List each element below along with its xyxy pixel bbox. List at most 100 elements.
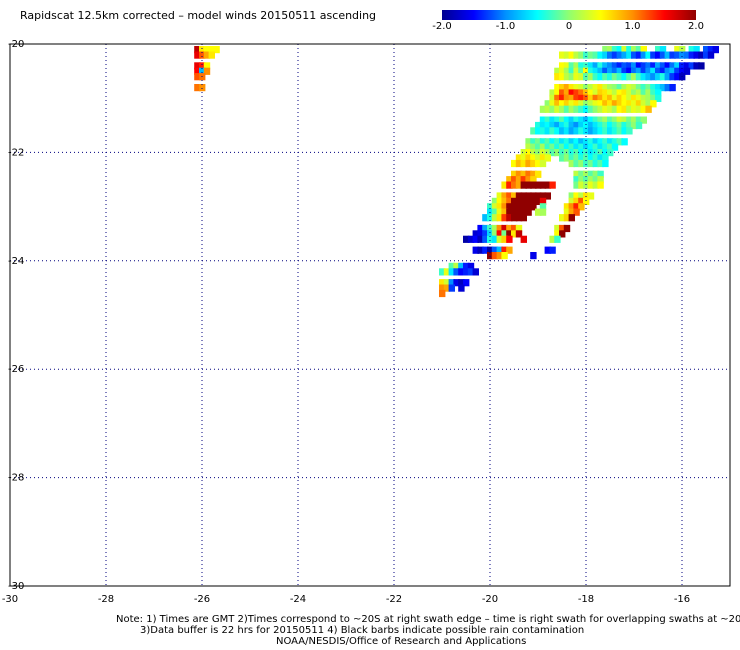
heat-cell	[578, 51, 585, 59]
heat-cell	[597, 100, 604, 108]
heat-cell	[583, 67, 590, 75]
heat-cell	[573, 149, 580, 157]
heat-cell	[525, 170, 532, 178]
heat-cell	[520, 192, 527, 200]
heat-cell	[194, 84, 201, 92]
y-tick-label: -30	[8, 581, 24, 592]
heat-cell	[698, 62, 705, 70]
heat-cell	[597, 84, 604, 92]
heat-cell	[549, 105, 556, 113]
heat-cell	[530, 149, 537, 157]
heat-cell	[525, 143, 532, 151]
heat-cell	[559, 67, 566, 75]
heat-cell	[443, 268, 451, 276]
heat-cell	[597, 62, 604, 70]
heat-cell	[554, 127, 561, 135]
heat-cell	[655, 46, 662, 54]
heat-cell	[477, 235, 484, 243]
heat-cell	[544, 154, 551, 162]
heat-cell	[539, 116, 547, 124]
colorbar-tick-label: -2.0	[432, 21, 452, 32]
heat-cell	[587, 89, 595, 97]
heat-cell	[525, 176, 532, 184]
heat-cell	[655, 84, 662, 92]
heat-cell	[635, 51, 643, 59]
heat-cell	[602, 94, 609, 102]
heat-cell	[530, 159, 537, 168]
heat-cell	[194, 67, 201, 75]
heat-cell	[501, 230, 508, 238]
heat-cell	[559, 62, 566, 70]
heat-cell	[592, 138, 599, 146]
heat-cell	[602, 116, 609, 124]
heat-cell	[587, 181, 595, 189]
heat-cell	[607, 116, 614, 124]
heat-cell	[597, 159, 604, 168]
heat-cell	[515, 197, 523, 205]
heat-cell	[607, 100, 614, 108]
heat-cell	[573, 94, 580, 102]
heat-cell	[597, 51, 604, 59]
heat-cell	[688, 51, 695, 59]
heat-cell	[554, 94, 561, 102]
heat-cell	[602, 46, 609, 54]
heat-cell	[573, 73, 580, 81]
heat-cell	[554, 143, 561, 151]
heat-cell	[573, 197, 580, 205]
heat-cell	[655, 94, 662, 102]
heat-cell	[611, 105, 619, 113]
heat-cell	[515, 208, 523, 216]
heat-cell	[611, 46, 619, 54]
heat-cell	[578, 116, 585, 124]
heat-cell	[597, 154, 604, 162]
heat-cell	[640, 89, 647, 97]
heat-cell	[592, 84, 599, 92]
heat-cell	[578, 89, 585, 97]
heat-cell	[559, 214, 566, 222]
heat-cell	[611, 62, 619, 70]
heat-cell	[563, 51, 571, 59]
heat-cell	[592, 149, 599, 157]
heat-cell	[520, 154, 527, 162]
heat-cell	[501, 224, 508, 233]
heat-cell	[583, 197, 590, 205]
heat-cell	[607, 89, 614, 97]
heat-cell	[635, 121, 643, 130]
heat-cell	[535, 181, 542, 189]
heat-cell	[635, 105, 643, 113]
heat-cell	[578, 73, 585, 81]
heat-cell	[669, 73, 676, 81]
x-tick-label: -20	[482, 594, 498, 605]
heat-cell	[563, 94, 571, 102]
heat-cell	[621, 94, 628, 102]
heat-cell	[506, 224, 513, 233]
heat-cell	[616, 73, 623, 81]
heat-cell	[554, 116, 561, 124]
heat-cell	[563, 208, 571, 216]
footer-note-line-1: Note: 1) Times are GMT 2)Times correspon…	[116, 614, 740, 625]
heat-cell	[578, 203, 585, 211]
heat-cell	[506, 235, 513, 243]
heat-cell	[520, 170, 527, 178]
heat-cell	[640, 100, 647, 108]
heat-cell	[496, 252, 503, 260]
heat-cell	[559, 224, 566, 233]
heat-cell	[664, 84, 671, 92]
heat-cell	[607, 62, 614, 70]
heat-cell	[525, 149, 532, 157]
heat-cell	[597, 181, 604, 189]
heat-cell	[559, 84, 566, 92]
heat-cell	[568, 94, 575, 102]
heat-cell	[611, 89, 619, 97]
heat-cell	[640, 105, 647, 113]
heat-cell	[525, 203, 532, 211]
heat-cell	[491, 246, 499, 254]
heat-cell	[578, 138, 585, 146]
heat-cell	[573, 100, 580, 108]
heat-cell	[491, 235, 499, 243]
heat-cell	[669, 51, 676, 59]
heat-cell	[626, 94, 633, 102]
heat-cell	[530, 154, 537, 162]
heat-cell	[506, 246, 513, 254]
heat-cell	[587, 154, 595, 162]
